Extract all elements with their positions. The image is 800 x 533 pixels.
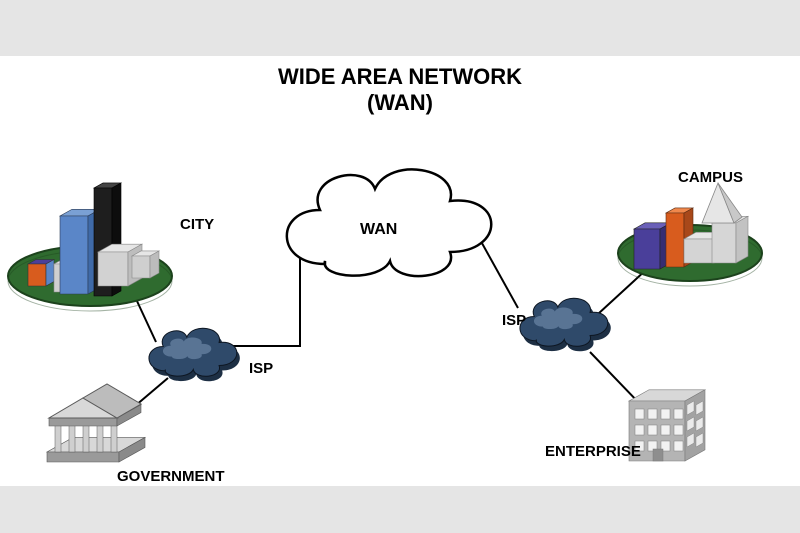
diagram-canvas: WIDE AREA NETWORK (WAN) CITY GOVERNMENT … (0, 56, 800, 486)
node-isp-right (0, 56, 800, 486)
isp-right-label: ISP (502, 312, 526, 329)
